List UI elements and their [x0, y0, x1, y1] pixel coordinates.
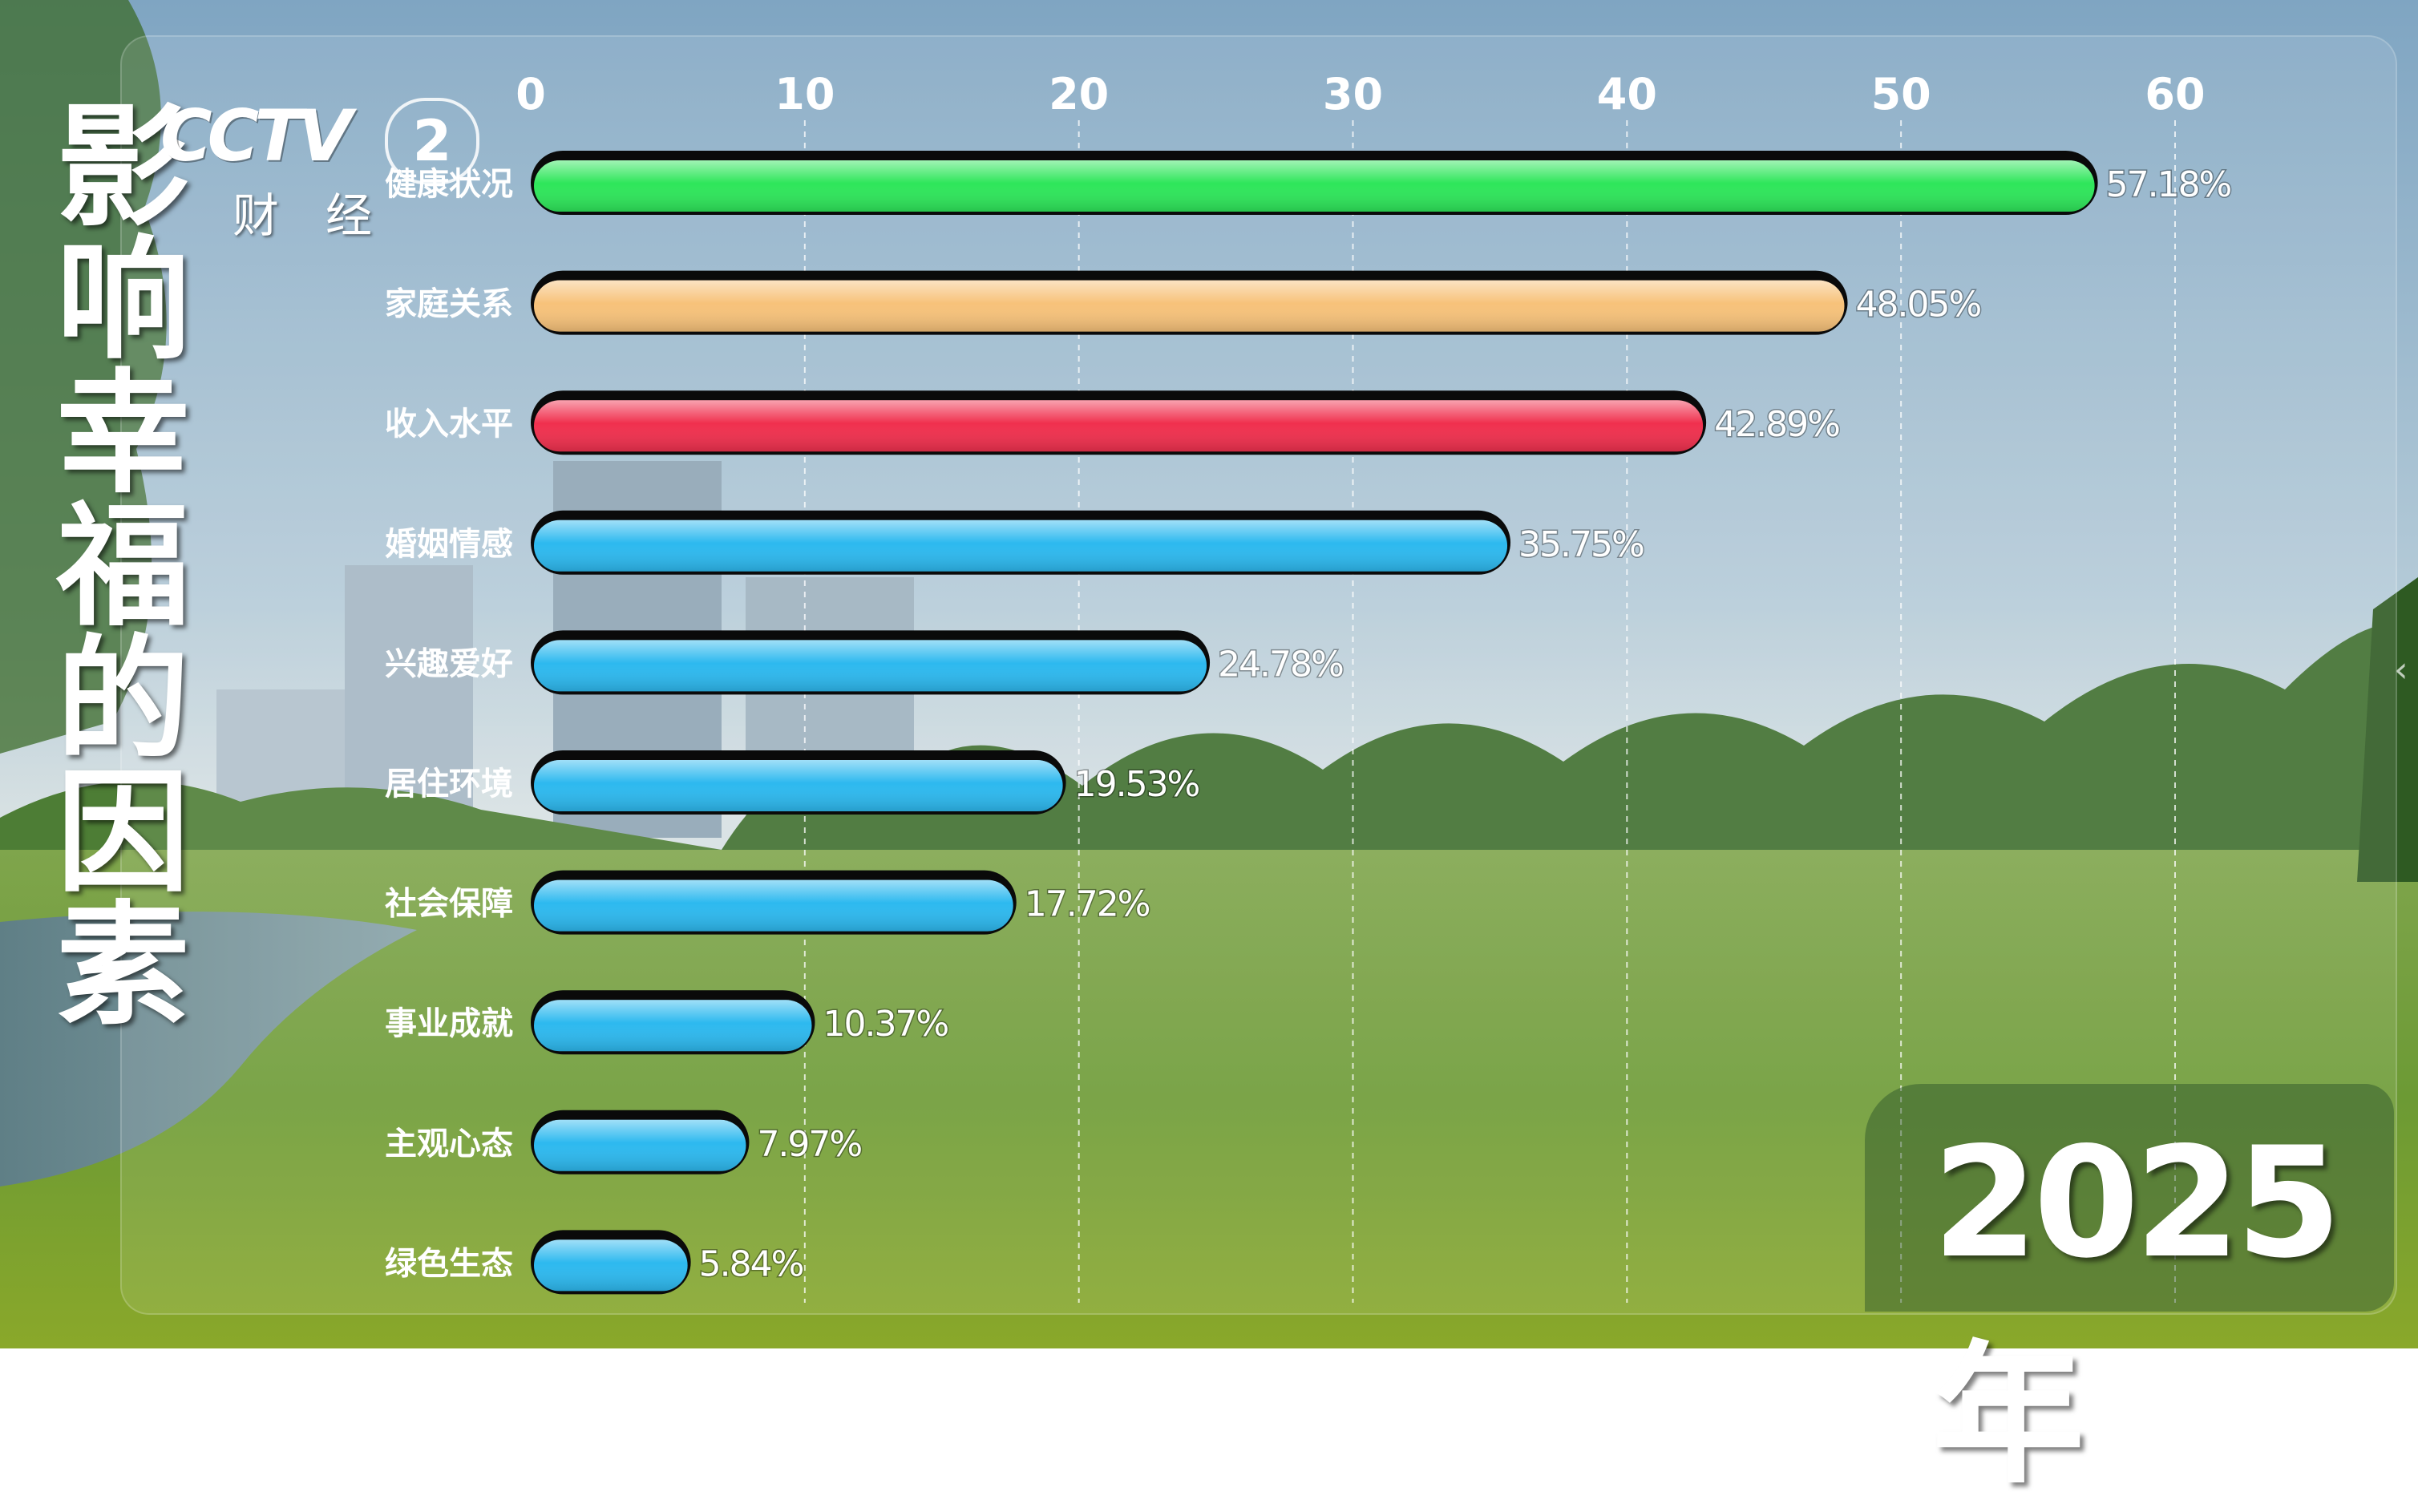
bar-highlight: [534, 879, 1013, 932]
cctv-logo: CCTV 2 财经: [144, 95, 481, 243]
bar-row: 社会保障 17.72%: [385, 870, 1152, 935]
bar-highlight: [534, 280, 1845, 332]
year-label: 2025年: [1932, 1114, 2342, 1504]
value-label: 7.97%: [757, 1124, 861, 1165]
bar-highlight: [534, 760, 1063, 811]
value-label: 17.72%: [1025, 884, 1150, 925]
logo-subtitle: 财经: [232, 188, 419, 243]
bar-row: 事业成就 10.37%: [385, 990, 951, 1055]
chart-title: 影响幸福的因素: [33, 96, 188, 1028]
category-label: 家庭关系: [385, 286, 513, 323]
x-tick-label: 0: [516, 69, 546, 119]
bar-highlight: [534, 1000, 812, 1052]
value-label: 35.75%: [1518, 524, 1644, 565]
chevron-left-icon[interactable]: ‹: [2394, 649, 2408, 690]
value-label: 57.18%: [2106, 164, 2231, 205]
category-label: 居住环境: [385, 766, 513, 802]
bar-row: 健康状况 57.18%: [385, 151, 2234, 215]
category-label: 收入水平: [385, 406, 513, 443]
category-label: 事业成就: [385, 1005, 513, 1042]
value-label: 42.89%: [1714, 404, 1839, 445]
x-tick-label: 30: [1323, 69, 1383, 119]
chart-panel: [120, 35, 2397, 1315]
x-tick-label: 40: [1597, 69, 1657, 119]
bar-chart: 0 10 20 30 40 50 60 健康状况 57.18% 家庭关系 48.05% 收入水平 42…: [385, 69, 2234, 1295]
bar-row: 主观心态 7.97%: [385, 1110, 864, 1174]
bar-highlight: [534, 1119, 746, 1171]
category-label: 社会保障: [385, 886, 513, 923]
value-label: 5.84%: [699, 1243, 803, 1284]
category-label: 婚姻情感: [385, 526, 513, 563]
value-label: 10.37%: [823, 1004, 948, 1045]
x-tick-label: 10: [774, 69, 835, 119]
bar-highlight: [534, 519, 1508, 572]
logo-brand: CCTV: [160, 95, 352, 177]
value-label: 19.53%: [1074, 764, 1199, 805]
category-label: 主观心态: [385, 1126, 513, 1162]
bar-row: 家庭关系 48.05%: [385, 270, 1983, 335]
bar-highlight: [534, 1239, 688, 1292]
value-label: 24.78%: [1218, 644, 1343, 685]
bar-row: 收入水平 42.89%: [385, 390, 1842, 455]
bar-highlight: [534, 640, 1207, 692]
bar-highlight: [534, 160, 2095, 212]
logo-channel: 2: [385, 98, 479, 184]
x-tick-label: 60: [2145, 69, 2205, 119]
bar-row: 婚姻情感 35.75%: [385, 510, 1647, 575]
category-label: 兴趣爱好: [385, 645, 513, 682]
bar-row: 兴趣爱好 24.78%: [385, 630, 1346, 695]
bar-highlight: [534, 400, 1704, 452]
year-badge: [1865, 1084, 2394, 1312]
bar-row: 绿色生态 5.84%: [385, 1230, 806, 1295]
bar-row: 居住环境 19.53%: [385, 750, 1202, 815]
category-label: 绿色生态: [385, 1245, 513, 1282]
x-tick-label: 20: [1049, 69, 1109, 119]
value-label: 48.05%: [1856, 285, 1981, 325]
x-tick-label: 50: [1871, 69, 1931, 119]
